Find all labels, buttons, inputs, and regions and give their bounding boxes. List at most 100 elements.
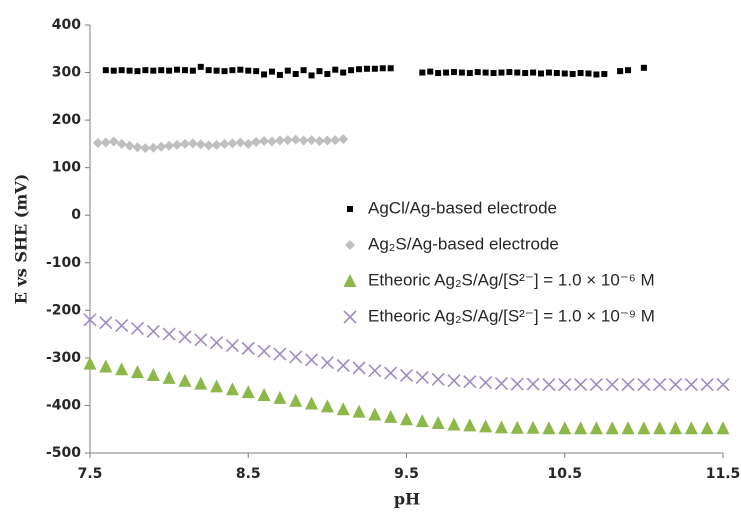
legend-label: Etheoric Ag₂S/Ag/[S²⁻] = 1.0 × 10⁻⁹ M [368,306,655,325]
data-point [257,387,271,401]
data-point [435,70,442,77]
data-point [257,344,271,358]
y-tick-label: -300 [46,350,81,366]
data-point [605,421,619,435]
data-point [108,136,119,147]
data-point [684,421,698,435]
data-point [700,377,714,392]
data-point [589,421,603,435]
data-point [245,67,252,74]
y-tick-label: 0 [71,207,81,223]
data-point [211,139,222,150]
data-point [510,377,524,391]
data-point [158,67,165,74]
data-point [653,421,667,435]
data-point [194,376,208,390]
data-point [268,68,275,75]
data-point [589,377,603,392]
data-point [225,382,239,396]
data-point [194,333,208,347]
data-point [305,396,319,410]
data-point [558,421,572,435]
data-point [189,67,196,74]
data-point [166,67,173,74]
data-point [669,421,683,435]
data-point [237,66,244,73]
data-point [585,70,592,77]
data-point [178,373,192,387]
data-point [463,418,477,432]
data-point [99,359,113,373]
data-point [700,421,714,435]
data-point [340,69,347,76]
data-point [625,67,632,74]
x-tick-label: 7.5 [78,466,103,482]
data-point [229,67,236,74]
data-point [130,365,144,379]
data-point [304,353,319,367]
data-point [181,67,188,74]
data-point [605,377,619,392]
data-point [308,72,315,79]
data-point [162,327,176,341]
data-point [266,136,277,147]
data-point [479,419,493,433]
y-tick-label: -200 [46,302,81,318]
data-point [399,368,414,383]
data-point [179,138,190,149]
data-point [716,421,730,435]
data-point [490,70,497,77]
data-point [577,70,584,77]
data-point [336,358,350,373]
data-point [221,68,228,75]
data-point [172,139,183,150]
data-point [463,375,477,389]
data-point [542,377,556,392]
data-point [368,364,382,378]
data-point [140,143,151,154]
data-point [348,67,355,74]
data-point [210,379,224,393]
legend-label: Ag₂S/Ag-based electrode [368,234,559,253]
data-point [110,67,117,74]
data-point [324,70,331,77]
legend-label: Etheoric Ag₂S/Ag/[S²⁻] = 1.0 × 10⁻⁶ M [368,270,655,289]
data-point [510,420,524,434]
y-tick-label: -400 [46,397,81,413]
data-point [274,135,285,146]
data-point [210,336,224,350]
data-point [522,70,529,77]
data-point [251,136,262,147]
data-point [498,69,505,76]
data-point [338,134,349,145]
data-point [205,67,212,74]
data-point [427,68,434,75]
x-tick-label: 8.5 [236,466,261,482]
data-point [447,417,461,431]
y-tick-label: -100 [46,255,81,271]
data-point [332,66,339,73]
data-point [542,421,556,435]
data-point [142,67,149,74]
data-point [466,70,473,77]
legend-marker [345,240,355,250]
data-point [474,69,481,76]
data-point [164,140,175,151]
data-point [574,377,588,392]
data-point [203,140,214,151]
data-point [115,318,129,333]
y-tick-label: 200 [52,112,81,128]
x-tick-label: 11.5 [706,466,741,482]
data-point [241,385,255,399]
y-tick-label: -500 [46,445,81,461]
data-point [330,135,341,146]
legend-marker [343,274,357,287]
data-point [558,377,572,392]
data-point [273,347,287,361]
data-point [316,68,323,75]
data-point [538,70,545,77]
data-point [526,377,540,391]
data-point [273,390,287,404]
data-point [118,67,125,74]
